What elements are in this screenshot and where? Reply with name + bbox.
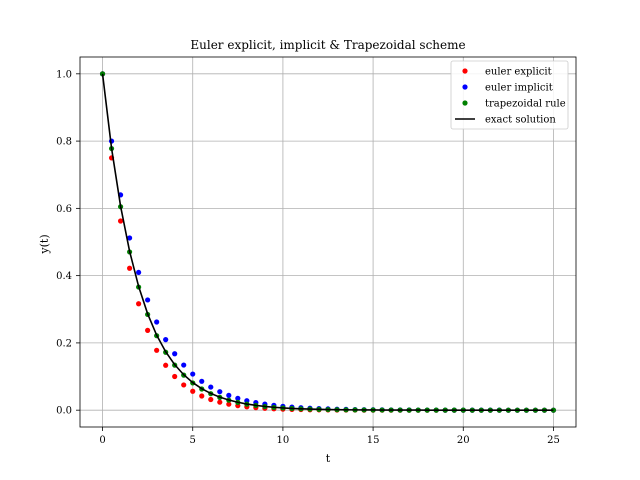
y-tick-label: 0.4 <box>56 271 72 282</box>
data-point-euler-explicit <box>217 399 223 405</box>
data-point-euler-explicit <box>226 401 232 407</box>
data-point-euler-implicit <box>226 392 232 398</box>
x-tick-label: 15 <box>367 435 380 446</box>
x-tick-label: 5 <box>190 435 196 446</box>
data-point-euler-implicit <box>217 389 223 395</box>
data-point-euler-implicit <box>190 371 196 377</box>
y-axis-label: y(t) <box>38 234 51 254</box>
y-tick-label: 0.0 <box>56 406 72 417</box>
y-axis-ticks: 0.0 0.2 0.4 0.6 0.8 1.0 <box>56 69 80 417</box>
chart-title: Euler explicit, implicit & Trapezoidal s… <box>190 38 465 52</box>
data-point-euler-explicit <box>117 218 124 224</box>
plot-series <box>99 71 557 413</box>
data-point-euler-explicit <box>172 373 178 380</box>
legend: euler explicit euler implicit trapezoidal … <box>450 60 569 130</box>
x-tick-label: 0 <box>99 435 105 446</box>
legend-label-trapezoidal-rule: trapezoidal rule <box>485 99 566 110</box>
y-tick-label: 0.8 <box>56 137 72 148</box>
data-point-euler-implicit <box>136 269 142 276</box>
legend-label-exact-solution: exact solution <box>485 115 556 126</box>
data-point-euler-explicit <box>199 393 205 399</box>
data-point-euler-implicit <box>235 395 241 401</box>
data-point-euler-implicit <box>154 319 160 325</box>
data-point-euler-explicit <box>127 265 133 271</box>
y-tick-label: 1.0 <box>56 69 72 80</box>
legend-marker-euler-explicit <box>462 68 468 74</box>
data-point-euler-explicit <box>181 382 187 388</box>
legend-label-euler-implicit: euler implicit <box>485 83 553 94</box>
data-point-euler-implicit <box>181 362 187 368</box>
data-point-euler-implicit <box>163 337 169 343</box>
x-tick-label: 10 <box>277 435 290 446</box>
data-point-euler-explicit <box>136 301 142 307</box>
data-point-euler-explicit <box>208 396 214 403</box>
legend-box <box>450 60 569 130</box>
grid <box>80 57 576 427</box>
x-tick-label: 25 <box>547 435 560 446</box>
data-point-euler-implicit <box>145 297 151 303</box>
legend-items: euler explicit euler implicit trapezoidal … <box>455 67 566 126</box>
data-point-euler-explicit <box>190 388 196 394</box>
series-line-exact-solution <box>101 73 554 411</box>
data-point-trapezoidal-rule <box>550 407 557 413</box>
y-tick-label: 0.6 <box>56 204 72 215</box>
legend-marker-euler-implicit <box>462 84 468 90</box>
data-point-euler-implicit <box>208 384 214 390</box>
data-point-euler-implicit <box>172 351 178 357</box>
legend-marker-trapezoidal-rule <box>462 100 468 106</box>
x-axis-ticks: 0 5 10 15 20 25 <box>99 427 560 446</box>
plot-frame <box>79 56 577 428</box>
data-point-euler-implicit <box>199 378 205 384</box>
y-tick-label: 0.2 <box>56 338 72 349</box>
data-point-euler-explicit <box>163 362 169 368</box>
data-point-trapezoidal-rule <box>99 71 106 77</box>
data-point-euler-explicit <box>154 347 160 353</box>
x-axis-label: t <box>326 452 331 465</box>
x-tick-label: 20 <box>457 435 470 446</box>
data-point-euler-implicit <box>127 235 133 241</box>
data-point-euler-explicit <box>145 327 151 333</box>
legend-label-euler-explicit: euler explicit <box>485 67 552 78</box>
